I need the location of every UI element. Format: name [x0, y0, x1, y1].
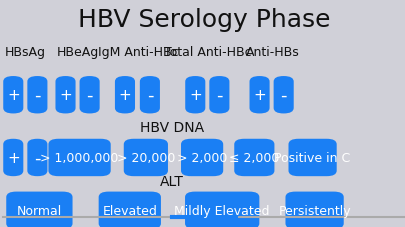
FancyBboxPatch shape: [115, 77, 135, 114]
Text: Positive in C: Positive in C: [275, 151, 351, 164]
FancyBboxPatch shape: [6, 192, 72, 227]
Text: -: -: [34, 149, 40, 167]
Text: +: +: [59, 88, 72, 103]
FancyBboxPatch shape: [234, 139, 275, 176]
Text: HBV DNA: HBV DNA: [140, 120, 204, 134]
Text: -: -: [216, 86, 223, 104]
FancyBboxPatch shape: [28, 77, 47, 114]
Text: > 20,000: > 20,000: [117, 151, 175, 164]
Text: -: -: [280, 86, 287, 104]
FancyBboxPatch shape: [274, 77, 294, 114]
Text: HBsAg: HBsAg: [5, 46, 46, 59]
FancyBboxPatch shape: [185, 77, 205, 114]
Text: HBeAg: HBeAg: [56, 46, 99, 59]
Text: Total Anti-HBc: Total Anti-HBc: [164, 46, 252, 59]
FancyBboxPatch shape: [99, 192, 161, 227]
Text: Persistently: Persistently: [278, 204, 351, 217]
Text: Anti-HBs: Anti-HBs: [245, 46, 299, 59]
Text: > 1,000,000: > 1,000,000: [40, 151, 119, 164]
Text: Elevated: Elevated: [102, 204, 157, 217]
Text: +: +: [253, 88, 266, 103]
FancyBboxPatch shape: [140, 77, 160, 114]
FancyBboxPatch shape: [209, 77, 229, 114]
FancyBboxPatch shape: [79, 77, 100, 114]
FancyBboxPatch shape: [288, 139, 337, 176]
Text: HBV Serology Phase: HBV Serology Phase: [78, 8, 330, 32]
Text: ≤ 2,000: ≤ 2,000: [229, 151, 279, 164]
Text: -: -: [86, 86, 93, 104]
Text: Normal: Normal: [17, 204, 62, 217]
FancyBboxPatch shape: [181, 139, 223, 176]
FancyBboxPatch shape: [49, 139, 111, 176]
FancyBboxPatch shape: [28, 139, 47, 176]
Text: +: +: [119, 88, 131, 103]
Text: IgM Anti-HBc: IgM Anti-HBc: [98, 46, 178, 59]
Text: -: -: [34, 86, 40, 104]
FancyBboxPatch shape: [286, 192, 344, 227]
Text: ALT: ALT: [160, 174, 184, 188]
Text: +: +: [189, 88, 202, 103]
Text: > 2,000: > 2,000: [177, 151, 227, 164]
FancyBboxPatch shape: [249, 77, 270, 114]
FancyBboxPatch shape: [55, 77, 76, 114]
FancyBboxPatch shape: [3, 77, 23, 114]
FancyBboxPatch shape: [3, 139, 23, 176]
Text: Mildly Elevated: Mildly Elevated: [175, 204, 270, 217]
Text: -: -: [147, 86, 153, 104]
FancyBboxPatch shape: [124, 139, 168, 176]
FancyBboxPatch shape: [185, 192, 259, 227]
Text: +: +: [7, 150, 20, 165]
Text: +: +: [7, 88, 20, 103]
